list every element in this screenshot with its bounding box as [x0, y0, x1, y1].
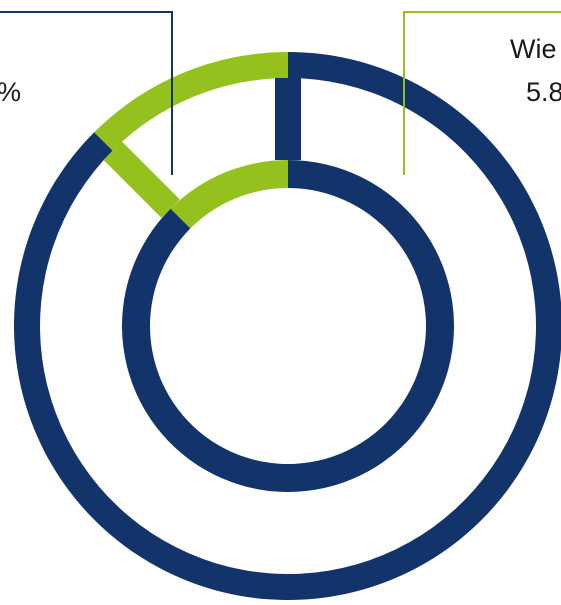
leader-line-right	[403, 11, 561, 175]
rings-layer	[14, 52, 561, 600]
labels-layer: % Wie 5.8	[0, 34, 561, 107]
leaders-layer	[0, 11, 561, 175]
ring-0-slice-1	[94, 52, 288, 151]
label-right-line2: 5.8	[526, 77, 561, 107]
ring-connector-1	[103, 141, 180, 218]
leader-line-left	[0, 11, 173, 175]
ring-1-slice-1	[170, 160, 288, 229]
label-right-line1: Wie	[510, 34, 557, 64]
ring-1-slice-0	[121, 160, 454, 493]
label-left-text: %	[0, 77, 21, 107]
